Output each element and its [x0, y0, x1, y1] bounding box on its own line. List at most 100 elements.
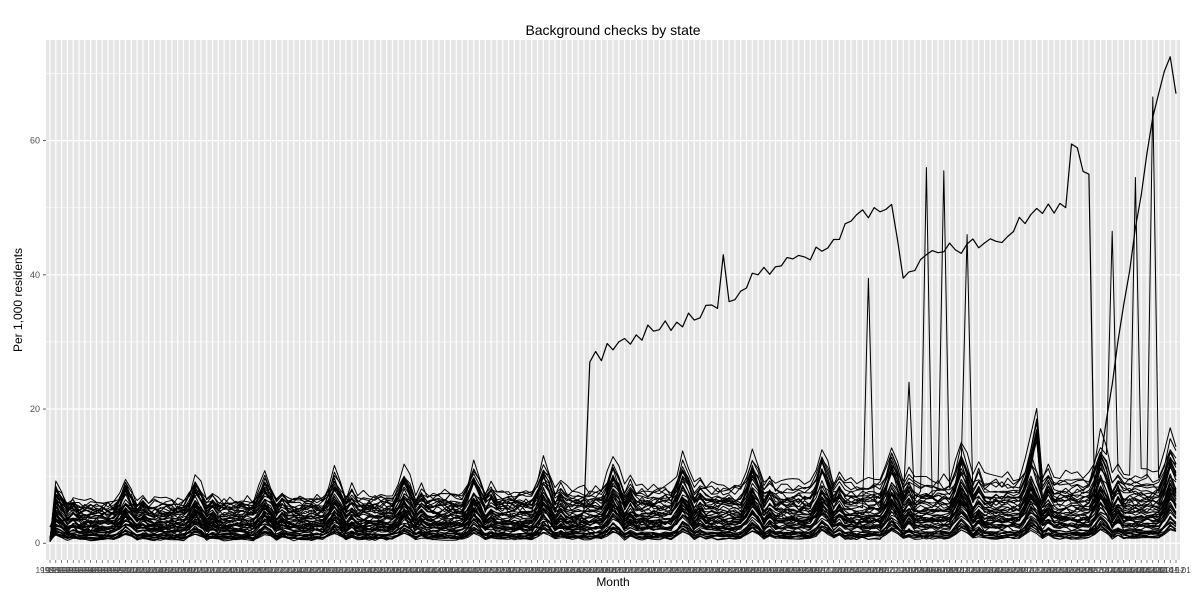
x-tick-label: 2003-11: [384, 566, 413, 575]
x-tick-label: 2012-06: [981, 566, 1011, 575]
x-tick-label: 2008-02: [680, 566, 710, 575]
x-tick-label: 2004-08: [436, 566, 466, 575]
x-tick-label: 2007-11: [662, 566, 691, 575]
x-tick-label: 2000-08: [157, 566, 187, 575]
x-tick-label: 2013-04: [1039, 566, 1069, 575]
x-tick-label: 2000-02: [122, 566, 152, 575]
x-tick-label: 2007-09: [651, 566, 681, 575]
x-tick-label: 2012-04: [970, 566, 1000, 575]
x-tick-label: 2006-01: [534, 566, 564, 575]
x-tick-label: 2010-11: [871, 566, 900, 575]
x-tick-label: 1998-11: [36, 566, 65, 575]
x-tick-label: 1999-10: [99, 566, 129, 575]
x-tick-label: 2002-02: [262, 566, 292, 575]
x-tick-label: 2002-08: [297, 566, 327, 575]
x-tick-label: 2004-02: [401, 566, 431, 575]
x-tick-label: 2002-05: [279, 566, 309, 575]
x-tick-label: 2005-01: [465, 566, 495, 575]
x-tick-label: 2003-10: [378, 566, 408, 575]
x-tick-label: 2014-12: [1156, 566, 1186, 575]
x-tick-label: 2011-03: [895, 566, 924, 575]
x-tick-label: 2003-12: [389, 566, 419, 575]
x-tick-label: 2012-03: [964, 566, 994, 575]
x-tick-label: 2002-09: [302, 566, 332, 575]
x-tick-label: 2005-12: [529, 566, 559, 575]
x-tick-label: 2012-07: [987, 566, 1017, 575]
x-tick-label: 2012-10: [1005, 566, 1035, 575]
x-tick-label: 2005-02: [471, 566, 501, 575]
x-tick-label: 2008-06: [703, 566, 733, 575]
x-tick-label: 2000-07: [151, 566, 181, 575]
x-tick-label: 2008-07: [709, 566, 739, 575]
x-tick-label: 2006-11: [593, 566, 622, 575]
x-tick-label: 2011-08: [924, 566, 953, 575]
x-tick-label: 2007-05: [627, 566, 657, 575]
x-tick-label: 2010-04: [830, 566, 860, 575]
x-tick-label: 2000-01: [117, 566, 147, 575]
series-line: [49, 488, 1177, 542]
x-tick-label: 2001-03: [198, 566, 228, 575]
x-tick-label: 2007-07: [639, 566, 669, 575]
x-tick-label: 2005-09: [511, 566, 541, 575]
series-line: [49, 515, 1177, 542]
x-tick-label: 2003-08: [366, 566, 396, 575]
x-tick-label: 2011-04: [900, 566, 929, 575]
x-tick-label: 2003-04: [343, 566, 373, 575]
series-line: [49, 463, 1177, 540]
x-tick-label: 2005-07: [500, 566, 530, 575]
x-tick-label: 2014-02: [1097, 566, 1127, 575]
x-tick-label: 2005-03: [476, 566, 506, 575]
x-tick-label: 2006-06: [563, 566, 593, 575]
x-tick-label: 2014-11: [1150, 566, 1179, 575]
x-tick-label: 2015-01: [1161, 566, 1191, 575]
x-tick-label: 2011-07: [918, 566, 947, 575]
x-tick-label: 2009-12: [807, 566, 837, 575]
series-line: [49, 515, 1177, 540]
x-tick-label: 2013-10: [1074, 566, 1104, 575]
y-tick-label: 40: [30, 270, 40, 280]
x-tick-label: 2011-05: [906, 566, 935, 575]
x-tick-label: 2001-10: [238, 566, 268, 575]
x-tick-label: 2000-10: [169, 566, 199, 575]
x-tick-label: 2001-04: [204, 566, 234, 575]
x-tick-label: 2010-10: [865, 566, 895, 575]
x-tick-label: 2012-12: [1016, 566, 1046, 575]
x-tick-label: 2012-02: [958, 566, 988, 575]
x-tick-label: 1999-02: [53, 566, 83, 575]
x-tick-label: 2001-06: [215, 566, 245, 575]
x-tick-label: 2009-02: [749, 566, 779, 575]
x-tick-label: 2012-11: [1011, 566, 1040, 575]
x-tick-label: 2002-07: [291, 566, 321, 575]
x-tick-label: 2014-10: [1144, 566, 1174, 575]
x-tick-label: 2005-06: [494, 566, 524, 575]
x-tick-label: 2001-01: [186, 566, 216, 575]
series-line: [49, 494, 1177, 542]
x-tick-label: 2014-03: [1103, 566, 1133, 575]
x-tick-label: 2009-06: [772, 566, 802, 575]
series-line: [49, 234, 1177, 541]
x-tick-label: 2012-05: [976, 566, 1006, 575]
series-line: [49, 381, 1177, 540]
series-layer: [49, 56, 1177, 542]
x-tick-label: 2007-08: [645, 566, 675, 575]
y-tick-label: 60: [30, 136, 40, 146]
x-tick-label: 2007-01: [604, 566, 634, 575]
x-tick-label: 2007-12: [668, 566, 698, 575]
x-tick-label: 2007-02: [610, 566, 640, 575]
x-tick-label: 2013-08: [1063, 566, 1093, 575]
x-tick-label: 2008-03: [685, 566, 715, 575]
x-tick-label: 2001-11: [245, 566, 274, 575]
x-tick-label: 2005-08: [505, 566, 535, 575]
x-tick-label: 2011-12: [947, 566, 976, 575]
x-tick-label: 2004-06: [424, 566, 454, 575]
x-tick-label: 2006-12: [598, 566, 628, 575]
series-line: [49, 476, 1177, 539]
x-tick-label: 2011-10: [935, 566, 964, 575]
x-tick-label: 1999-06: [76, 566, 106, 575]
x-tick-label: 2004-09: [442, 566, 472, 575]
x-tick-label: 2007-06: [633, 566, 663, 575]
x-tick-label: 2014-04: [1109, 566, 1139, 575]
x-tick-label: 2005-05: [488, 566, 518, 575]
